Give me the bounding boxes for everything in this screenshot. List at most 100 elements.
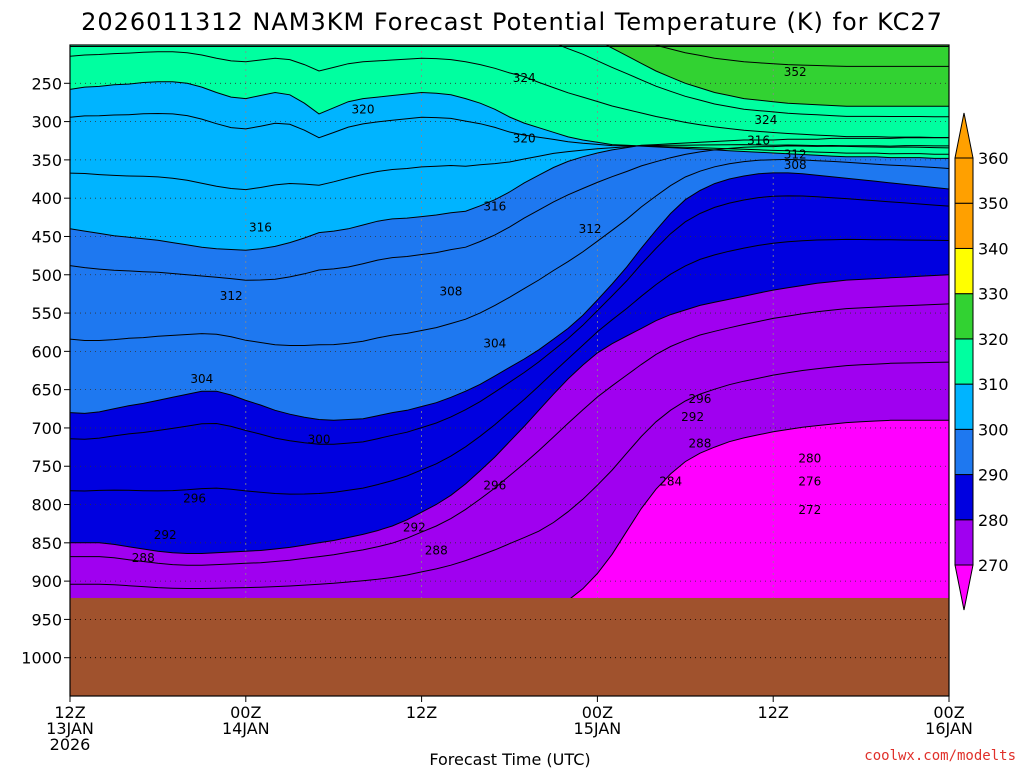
isotherm-334 [653,45,949,67]
colorbar-swatch [954,338,974,385]
y-tick-label: 750 [31,457,62,476]
colorbar-label: 280 [978,511,1009,530]
isotherm-328 [557,45,949,118]
contour-label: 276 [798,475,821,489]
y-tick-label: 400 [31,189,62,208]
contour-label: 312 [220,289,243,303]
y-tick-label: 350 [31,151,62,170]
contour-label: 300 [308,432,331,446]
ground-region [70,597,949,696]
isotherm-314 [70,144,949,191]
isotherm-304 [70,158,949,346]
colorbar-label: 290 [978,466,1009,485]
contour-label: 284 [659,475,682,489]
ground-fill [70,597,949,696]
x-tick-label: 00Z [582,703,613,722]
contour-label: 288 [688,436,711,450]
contour-label: 308 [784,158,807,172]
isotherm-310 [70,137,949,251]
isotherm-298 [70,195,949,445]
contour-label: 288 [425,543,448,557]
colorbar-swatch [954,474,974,521]
x-tick-label: 15JAN [574,719,622,738]
x-tick-label: 14JAN [222,719,270,738]
contour-label: 304 [190,372,213,386]
isotherm-294 [70,238,949,495]
x-tick-label: 12Z [758,703,789,722]
contour-label: 316 [483,200,506,214]
contour-label: 352 [784,65,807,79]
y-tick-label: 900 [31,572,62,591]
colorbar-swatch [954,383,974,430]
y-tick-label: 300 [31,113,62,132]
isotherm-330 [605,45,949,107]
y-tick-label: 700 [31,419,62,438]
isotherm-288 [70,303,949,566]
y-tick-label: 950 [31,610,62,629]
x-tick-label: 16JAN [925,719,973,738]
contour-label: 308 [439,285,462,299]
x-tick-label: 00Z [230,703,261,722]
contour-label: 296 [183,491,206,505]
colorbar-swatch [954,202,974,249]
contour-label: 292 [681,410,704,424]
contour-label: 316 [747,134,770,148]
contour-label: 320 [352,102,375,116]
contour-label: 280 [798,452,821,466]
x-tick-label: 2026 [50,735,91,754]
colorbar-swatch [954,428,974,476]
x-tick-label: 13JAN [46,719,94,738]
colorbar-label: 300 [978,420,1009,439]
isotherm-308 [70,145,949,281]
y-tick-label: 500 [31,266,62,285]
isotherm-290 [70,274,949,554]
contour-label: 292 [403,521,426,535]
credit-text: coolwx.com/modelts [864,748,1016,764]
contour-label: 316 [249,220,272,234]
colorbar-arrow-low [954,564,974,611]
plot-frame [69,44,950,697]
x-axis-label: Forecast Time (UTC) [429,750,590,768]
colorbar-label: 320 [978,330,1009,349]
y-axis: 250 300 350 400 450 500 550 600 650 700 750 800 850 9… [21,74,70,668]
x-tick-label: 12Z [54,703,85,722]
x-tick-label: 12Z [406,703,437,722]
x-tick-label: 00Z [933,703,964,722]
plot-area [70,45,949,696]
contour-label: 324 [754,113,777,127]
y-tick-label: 600 [31,342,62,361]
contour-label: 288 [132,551,155,565]
colorbar-label: 350 [978,194,1009,213]
colorbar-label: 310 [978,375,1009,394]
colorbar-swatch [954,157,974,204]
chart-title: 2026011312 NAM3KM Forecast Potential Tem… [81,8,943,36]
isotherm-300 [70,172,949,421]
colorbar: 270 280 290 300 310 320 330 340 350 360 [954,112,1009,611]
y-tick-label: 800 [31,496,62,515]
colorbar-arrow-high [954,112,974,159]
colorbar-swatch [954,519,974,566]
contour-label: 320 [513,131,536,145]
contour-label: 272 [798,503,821,517]
isotherm-284 [70,361,949,589]
colorbar-label: 340 [978,239,1009,258]
isotherm-320 [70,81,949,159]
colorbar-label: 330 [978,285,1009,304]
contour-label: 296 [483,478,506,492]
contour-label: 296 [688,392,711,406]
y-tick-label: 550 [31,304,62,323]
y-tick-label: 850 [31,534,62,553]
y-tick-label: 250 [31,74,62,93]
y-tick-label: 1000 [21,649,62,668]
colorbar-label: 360 [978,149,1009,168]
y-tick-label: 450 [31,227,62,246]
colorbar-swatch [954,247,974,295]
isotherm-318 [70,112,949,155]
colorbar-label: 270 [978,556,1009,575]
isotherm-324 [70,51,949,138]
contour-label: 312 [784,148,807,162]
contour-label: 304 [483,337,506,351]
